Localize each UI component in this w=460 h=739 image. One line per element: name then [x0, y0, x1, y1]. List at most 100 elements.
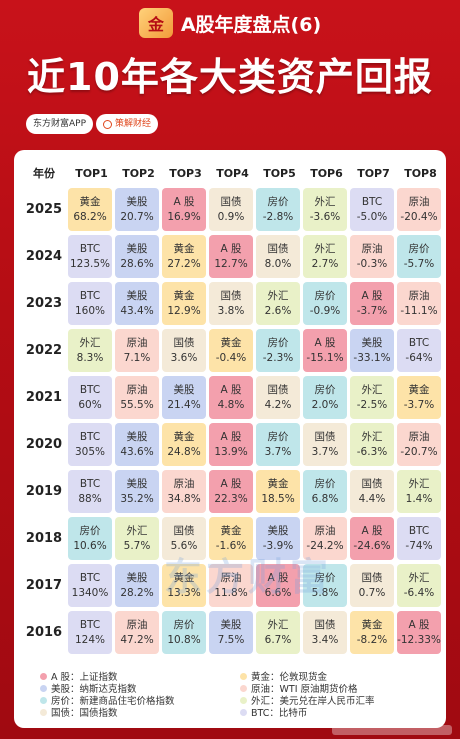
asset-cell: BTC -5.0% [350, 188, 394, 231]
asset-cell: 国债 8.0% [256, 235, 300, 278]
asset-return: -20.7% [400, 445, 438, 458]
asset-cell: A 股 16.9% [162, 188, 206, 231]
legend-item: 黄金：伦敦现货金 [240, 669, 440, 683]
asset-return: 43.6% [120, 445, 154, 458]
legend-row: 国债：国债指数 BTC：比特币 [40, 706, 440, 719]
asset-cell: 黄金 -3.7% [397, 376, 441, 419]
asset-cell: 黄金 24.8% [162, 423, 206, 466]
asset-name: 国债 [361, 477, 383, 490]
asset-cell: 外汇 8.3% [68, 329, 112, 372]
asset-return: -12.33% [397, 633, 441, 646]
asset-cell: BTC -74% [397, 517, 441, 560]
app-tag[interactable]: 东方财富APP [26, 114, 94, 134]
asset-name: 美股 [126, 430, 148, 443]
author-tag[interactable]: 策解财经 [96, 114, 159, 134]
asset-name: 国债 [267, 242, 289, 255]
asset-cell: A 股 -12.33% [397, 611, 441, 654]
asset-name: BTC [79, 618, 101, 631]
asset-return: 7.5% [217, 633, 245, 646]
asset-name: 房价 [267, 336, 289, 349]
column-header: TOP8 [404, 166, 437, 180]
page-title: 近10年各大类资产回报 [27, 55, 433, 99]
table-row: 2022 外汇 8.3% 原油 7.1% 国债 3.6% 黄金 -0.4% 房价 -2.3% A 股 -… [20, 327, 444, 374]
asset-name: A 股 [220, 477, 242, 490]
legend-swatch-icon [40, 708, 47, 716]
asset-return: -64% [405, 351, 433, 364]
asset-return: -15.1% [306, 351, 344, 364]
series-title: A股年度盘点(6) [180, 13, 322, 36]
footer-bar [332, 725, 452, 735]
asset-name: 国债 [314, 618, 336, 631]
search-icon [103, 119, 113, 129]
asset-cell: 外汇 6.7% [256, 611, 300, 654]
asset-name: 房价 [79, 524, 101, 537]
asset-return: 35.2% [120, 492, 154, 505]
asset-name: A 股 [361, 289, 383, 302]
legend-text: 原油：WTI 原油期货价格 [251, 684, 358, 695]
asset-return: 68.2% [73, 210, 107, 223]
asset-cell: 房价 -2.3% [256, 329, 300, 372]
legend-text: 美股：纳斯达克指数 [51, 684, 137, 695]
asset-name: 外汇 [314, 195, 336, 208]
legend-swatch-icon [240, 708, 247, 716]
asset-return: 13.9% [214, 445, 248, 458]
asset-name: 美股 [267, 524, 289, 537]
asset-name: 国债 [361, 571, 383, 584]
asset-name: A 股 [314, 336, 336, 349]
asset-name: 原油 [408, 195, 430, 208]
asset-name: 原油 [126, 336, 148, 349]
asset-name: BTC [79, 571, 101, 584]
legend-item: 外汇：美元兑在岸人民币汇率 [240, 693, 440, 707]
asset-cell: 国债 3.7% [303, 423, 347, 466]
asset-return: 10.8% [167, 633, 201, 646]
asset-name: 房价 [408, 242, 430, 255]
asset-name: 原油 [126, 383, 148, 396]
legend-swatch-icon [40, 696, 47, 704]
asset-name: BTC [79, 289, 101, 302]
asset-name: 美股 [126, 477, 148, 490]
asset-return: 124% [74, 633, 106, 646]
asset-return: -8.2% [356, 633, 388, 646]
asset-cell: 黄金 68.2% [68, 188, 112, 231]
asset-cell: 原油 11.8% [209, 564, 253, 607]
asset-return: -2.5% [356, 398, 388, 411]
asset-return: -3.7% [403, 398, 435, 411]
asset-name: 外汇 [267, 289, 289, 302]
asset-name: BTC [408, 524, 430, 537]
asset-return: 4.2% [264, 398, 292, 411]
asset-return: -6.3% [356, 445, 388, 458]
asset-name: 房价 [267, 195, 289, 208]
asset-name: 国债 [267, 383, 289, 396]
asset-return: 2.0% [311, 398, 339, 411]
asset-cell: BTC 88% [68, 470, 112, 513]
asset-name: 原油 [408, 289, 430, 302]
asset-return: 18.5% [261, 492, 295, 505]
legend-swatch-icon [40, 684, 47, 692]
table-row: 2025 黄金 68.2% 美股 20.7% A 股 16.9% 国债 0.9% 房价 -2.8% 外… [20, 186, 444, 233]
asset-return: 5.7% [123, 539, 151, 552]
asset-return: 1340% [71, 586, 109, 599]
asset-cell: 房价 2.0% [303, 376, 347, 419]
legend-swatch-icon [40, 672, 47, 680]
asset-return: 12.7% [214, 257, 248, 270]
legend-text: BTC：比特币 [251, 708, 308, 719]
asset-name: 原油 [361, 242, 383, 255]
asset-return: 27.2% [167, 257, 201, 270]
asset-name: 黄金 [220, 524, 242, 537]
asset-name: BTC [361, 195, 383, 208]
asset-cell: 美股 28.2% [115, 564, 159, 607]
logo-text: 金 [147, 15, 164, 34]
asset-return: 3.8% [217, 304, 245, 317]
asset-return: 2.6% [264, 304, 292, 317]
asset-return: 4.8% [217, 398, 245, 411]
asset-return: 34.8% [167, 492, 201, 505]
asset-cell: 国债 4.4% [350, 470, 394, 513]
asset-cell: 原油 47.2% [115, 611, 159, 654]
asset-name: 黄金 [408, 383, 430, 396]
table-row: 2024 BTC 123.5% 美股 28.6% 黄金 27.2% A 股 12.7% 国债 8.0… [20, 233, 444, 280]
asset-name: 原油 [314, 524, 336, 537]
asset-return: 3.7% [311, 445, 339, 458]
asset-cell: 黄金 -1.6% [209, 517, 253, 560]
asset-return: -24.2% [306, 539, 344, 552]
asset-return: -3.7% [356, 304, 388, 317]
